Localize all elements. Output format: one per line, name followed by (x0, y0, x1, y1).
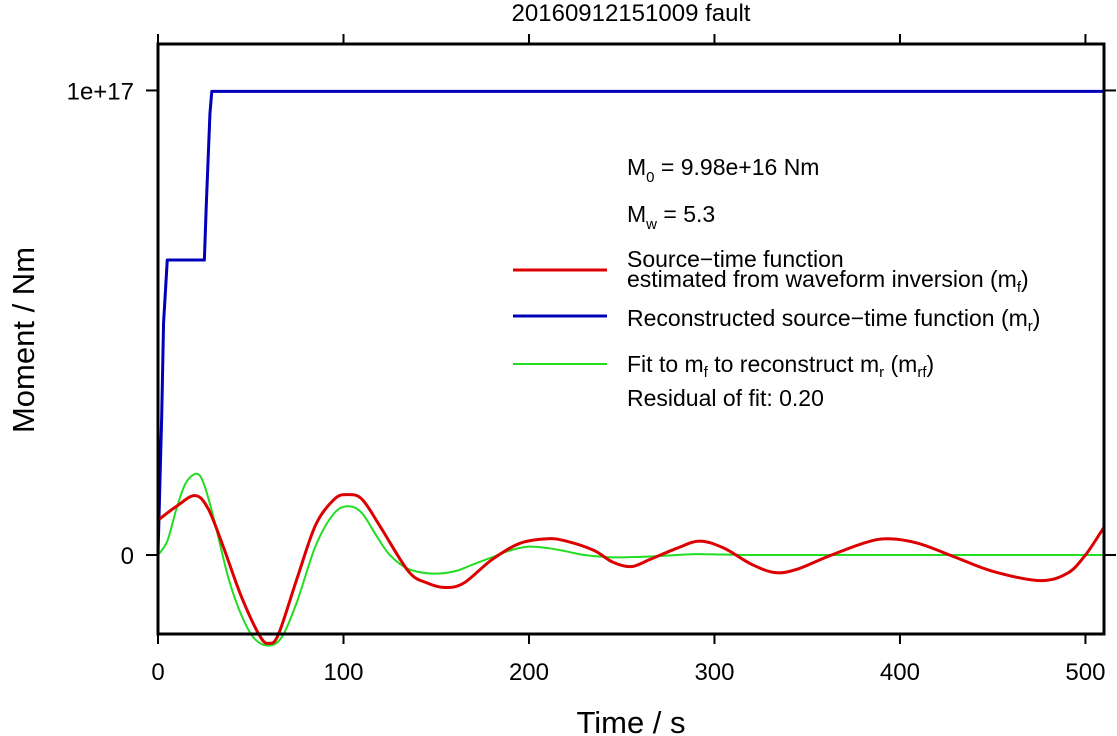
m0-rest: = 9.98e+16 Nm (655, 154, 820, 180)
y-axis-label: Moment / Nm (6, 247, 41, 433)
mw-rest: = 5.3 (657, 201, 715, 227)
legend: Source−time function estimated from wave… (513, 246, 1040, 381)
legend-mrf-sub1: f (704, 364, 709, 381)
x-tick-label: 0 (151, 659, 164, 686)
legend-label-mrf: Fit to mf to reconstruct mr (mrf) (627, 351, 934, 381)
x-tick-label: 500 (1065, 659, 1105, 686)
x-tick-label: 100 (323, 659, 363, 686)
series-lines (156, 89, 1106, 647)
legend-mr-sub: r (1028, 318, 1033, 335)
series-line-mr (156, 89, 1104, 556)
legend-mr-close: ) (1033, 305, 1041, 331)
x-ticks: 0 100 200 300 400 500 (151, 34, 1105, 686)
series-line-mrf (157, 472, 1104, 647)
x-tick-label: 400 (880, 659, 920, 686)
mw-main: M (627, 201, 646, 227)
x-tick-label: 200 (509, 659, 549, 686)
mw-sub: w (645, 216, 657, 233)
y-ticks: 0 1e+17 (67, 78, 1116, 570)
legend-mf-text: estimated from waveform inversion (m (627, 266, 1017, 292)
legend-mrf-a: Fit to m (627, 351, 704, 377)
legend-label-mf-line2: estimated from waveform inversion (mf) (627, 266, 1029, 296)
m0-main: M (627, 154, 646, 180)
plot-frame (156, 42, 1106, 636)
legend-mf-sub: f (1017, 279, 1022, 296)
legend-mf-close: ) (1021, 266, 1029, 292)
legend-label-mr: Reconstructed source−time function (mr) (627, 305, 1040, 335)
mw-annotation: Mw = 5.3 (627, 201, 715, 233)
legend-label-mf-line1: Source−time function (627, 246, 844, 272)
legend-mrf-close: ) (927, 351, 935, 377)
series-line-mf (157, 493, 1106, 645)
legend-mrf-sub2: r (879, 364, 884, 381)
x-axis-label: Time / s (576, 705, 685, 736)
legend-mrf-c: (m (884, 351, 917, 377)
m0-annotation: M0 = 9.98e+16 Nm (627, 154, 819, 186)
y-tick-label: 1e+17 (67, 78, 134, 105)
legend-mrf-sub3: rf (917, 364, 927, 381)
y-tick-label: 0 (121, 543, 134, 570)
legend-mrf-b: to reconstruct m (708, 351, 879, 377)
chart-title: 20160912151009 fault (512, 0, 751, 27)
legend-mr-text: Reconstructed source−time function (m (627, 305, 1028, 331)
x-tick-label: 300 (694, 659, 734, 686)
residual-annotation: Residual of fit: 0.20 (627, 385, 824, 411)
m0-sub: 0 (646, 169, 654, 186)
